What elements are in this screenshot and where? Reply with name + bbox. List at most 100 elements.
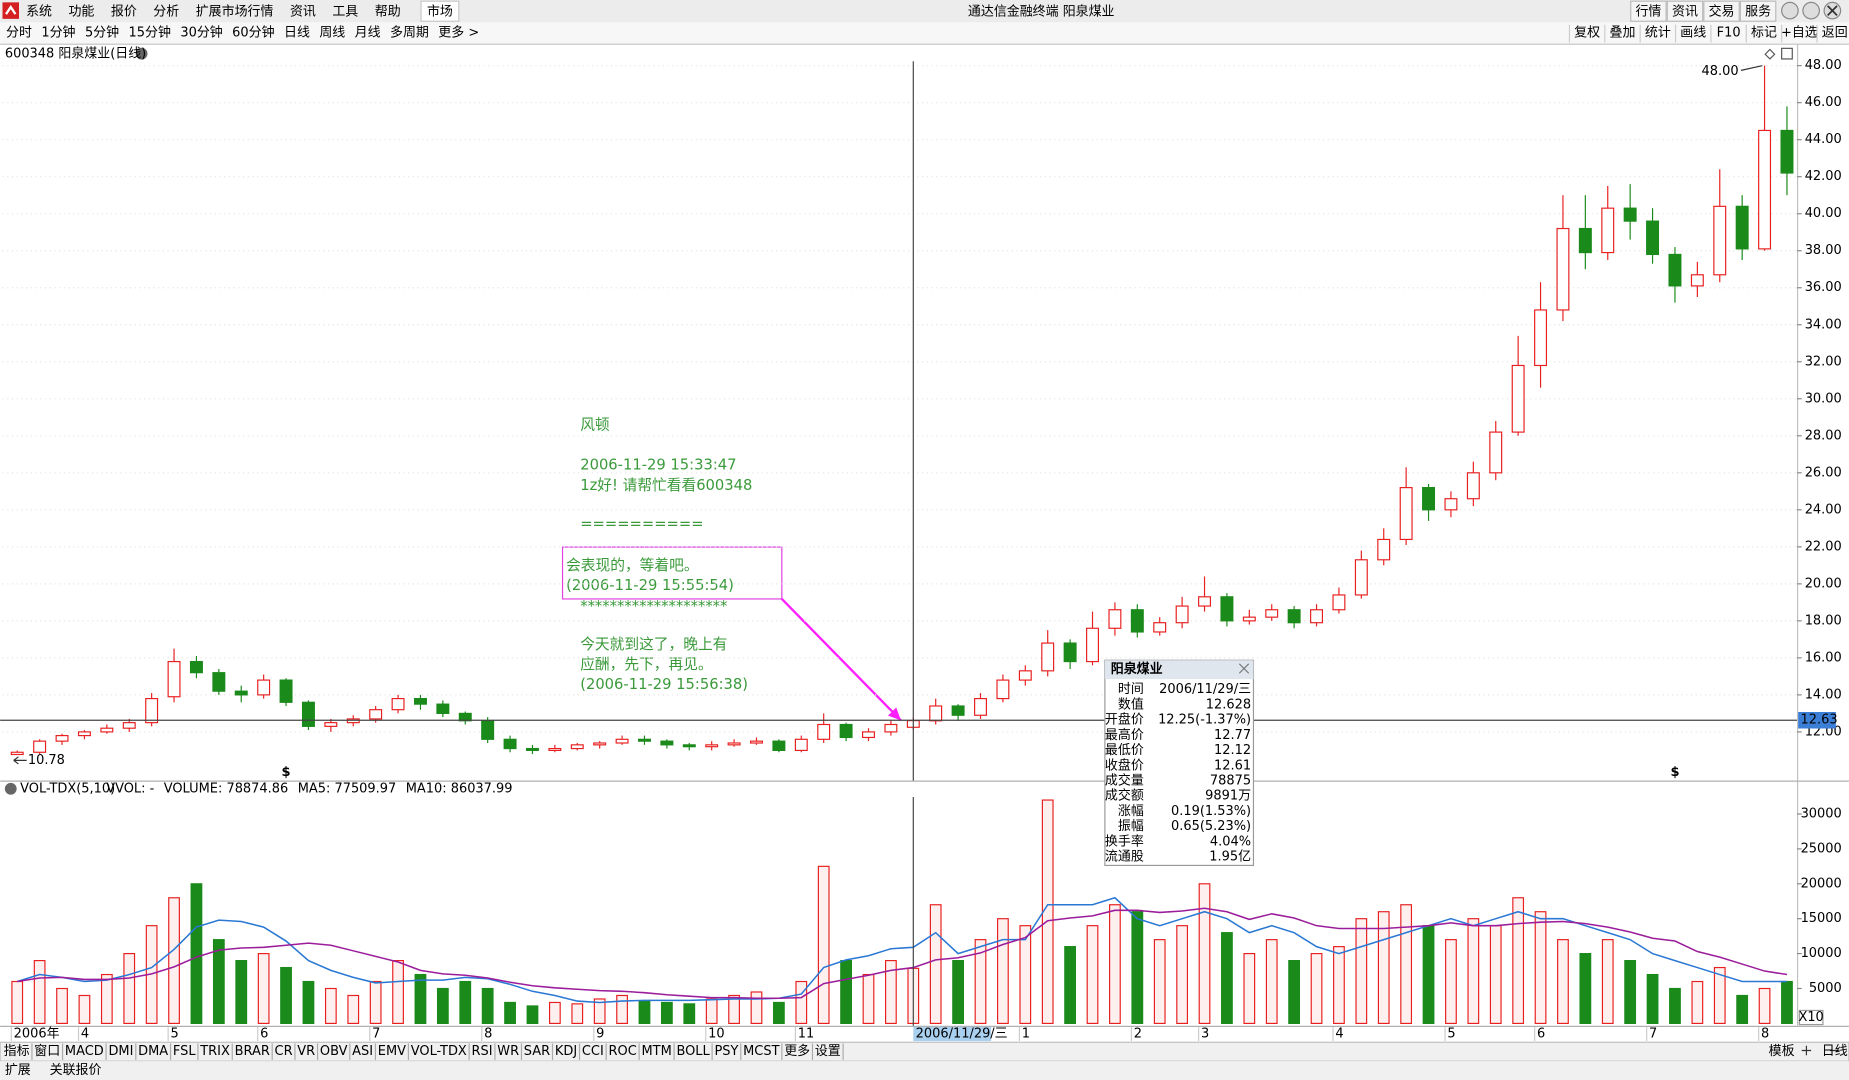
indicator-tab[interactable]: RSI <box>472 1044 493 1059</box>
y-tick-label: 48.00 <box>1805 58 1842 73</box>
volume-bar <box>1333 946 1345 1024</box>
period-tab[interactable]: 多周期 <box>390 26 429 41</box>
indicator-tab[interactable]: FSL <box>173 1044 196 1059</box>
market-tab[interactable]: 市场 <box>427 3 453 19</box>
indicator-tab[interactable]: EMV <box>378 1044 406 1059</box>
indicator-tab[interactable]: 指标 <box>4 1044 30 1059</box>
indicator-tab[interactable]: SAR <box>524 1044 550 1059</box>
candle-body <box>100 727 114 733</box>
indicator-tab[interactable]: 更多 <box>784 1044 810 1059</box>
indicator-tab[interactable]: DMI <box>108 1044 133 1059</box>
window-tab[interactable]: 资讯 <box>1672 4 1698 19</box>
period-tab[interactable]: 1分钟 <box>41 25 75 41</box>
volume-bar <box>481 987 494 1024</box>
window-tab[interactable]: 服务 <box>1745 3 1771 19</box>
indicator-tab[interactable]: TRIX <box>199 1044 230 1059</box>
comment: 风顿 2006-11-29 15:33:47 1z好! 请帮忙看看600348 ===… <box>561 417 783 693</box>
indicator-tab[interactable]: CR <box>275 1044 293 1059</box>
volume-bar <box>1131 911 1144 1024</box>
indicator-tab[interactable]: MCST <box>743 1044 779 1059</box>
footer-tab[interactable]: 扩展 <box>5 1063 31 1078</box>
volume-bar <box>1019 925 1032 1024</box>
period-tab[interactable]: 月线 <box>355 26 381 41</box>
indicator-tab[interactable]: MTM <box>641 1044 671 1059</box>
indicator-tab[interactable]: ROC <box>609 1044 637 1059</box>
period-tab[interactable]: 日线 <box>284 26 310 41</box>
indicator-tab[interactable]: KDJ <box>555 1044 577 1059</box>
candle-body <box>391 697 405 711</box>
indicator-tab[interactable]: MACD <box>65 1044 104 1059</box>
info-label: 成交量 <box>1105 772 1144 788</box>
tool-button[interactable]: +自选 <box>1781 26 1818 41</box>
period-tab[interactable]: 5分钟 <box>85 25 119 41</box>
period-tab[interactable]: 周线 <box>319 26 345 41</box>
tool-button[interactable]: 标记 <box>1751 26 1777 41</box>
candle-body <box>1108 609 1122 629</box>
footer-tab[interactable]: 关联报价 <box>50 1063 102 1078</box>
period-tab[interactable]: 更多 > <box>438 26 479 41</box>
tool-button[interactable]: F10 <box>1717 26 1741 41</box>
indicator-tab[interactable]: 设置 <box>815 1044 841 1059</box>
menu-item[interactable]: 扩展市场行情 <box>196 3 274 19</box>
candle-body <box>1690 274 1704 287</box>
menu-item[interactable]: 帮助 <box>375 4 401 19</box>
menu-item[interactable]: 报价 <box>111 4 137 19</box>
volume-bar <box>1601 939 1614 1024</box>
x-tick-label: 6 <box>260 1027 268 1042</box>
volume-bar <box>1646 973 1659 1024</box>
menu-item[interactable]: 系统 <box>26 4 52 19</box>
volume-bar <box>1624 959 1637 1024</box>
candle-body <box>929 705 943 722</box>
indicator-tab[interactable]: OBV <box>320 1044 348 1059</box>
volume-bar <box>1377 911 1390 1024</box>
volume-bar <box>1445 939 1457 1024</box>
indicator-tab[interactable]: ASI <box>352 1044 373 1059</box>
volume-bar <box>392 959 404 1024</box>
tool-button[interactable]: 返回 <box>1822 26 1848 41</box>
volume-bar <box>728 994 740 1024</box>
menu-item[interactable]: 分析 <box>153 4 179 19</box>
period-tab[interactable]: 30分钟 <box>180 25 222 41</box>
y-tick-label: 32.00 <box>1805 354 1842 369</box>
tool-button[interactable]: 叠加 <box>1610 26 1636 41</box>
window-tab[interactable]: 行情 <box>1635 4 1661 19</box>
indicator-tab[interactable]: VOL-TDX <box>411 1044 467 1059</box>
indicator-tab[interactable]: WR <box>497 1044 519 1059</box>
period-tab[interactable]: 15分钟 <box>129 25 171 41</box>
indicator-tab[interactable]: BRAR <box>235 1044 270 1059</box>
x-tick-label: 2 <box>1134 1027 1142 1042</box>
menu-item[interactable]: 资讯 <box>290 4 316 19</box>
restore[interactable] <box>1802 1 1820 20</box>
info-label: 最高价 <box>1105 727 1144 743</box>
indicator-tab[interactable]: DMA <box>138 1044 168 1059</box>
zoom-buttons[interactable] <box>1801 1045 1840 1056</box>
tool-button[interactable]: 统计 <box>1645 26 1671 41</box>
window-tab[interactable]: 交易 <box>1709 3 1735 19</box>
indicator-tab[interactable]: VR <box>297 1044 315 1059</box>
volume-bar <box>705 998 718 1024</box>
arrow <box>780 598 902 722</box>
indicator-tab[interactable]: 窗口 <box>34 1043 60 1059</box>
cursor-date: 2006/11/29/三 <box>916 1027 1008 1042</box>
period-tab[interactable]: 分时 <box>6 26 32 41</box>
y-tick-label: 34.00 <box>1805 317 1842 332</box>
volume-bar <box>548 1001 561 1024</box>
volume-bar <box>100 973 113 1024</box>
tool-button[interactable]: 画线 <box>1680 26 1706 41</box>
indicator-tab[interactable]: PSY <box>714 1044 738 1059</box>
period-tab[interactable]: 60分钟 <box>232 25 274 41</box>
menu-item[interactable]: 功能 <box>68 4 94 19</box>
candle-body <box>1601 207 1615 254</box>
indicator-tab[interactable]: CCI <box>582 1044 604 1059</box>
bottom-tab[interactable]: 模板 <box>1769 1044 1795 1059</box>
minimize[interactable] <box>1781 1 1799 20</box>
candle-body <box>660 740 674 746</box>
indicator-tab[interactable]: BOLL <box>676 1044 710 1059</box>
menu-item[interactable]: 工具 <box>332 4 358 19</box>
candle-body <box>1511 364 1525 433</box>
tool-button[interactable]: 复权 <box>1574 25 1600 41</box>
candle-body <box>145 697 159 724</box>
price-tag-label: 12.63 <box>1801 713 1838 728</box>
bottom-tab[interactable]: 日线 <box>1822 1044 1848 1059</box>
